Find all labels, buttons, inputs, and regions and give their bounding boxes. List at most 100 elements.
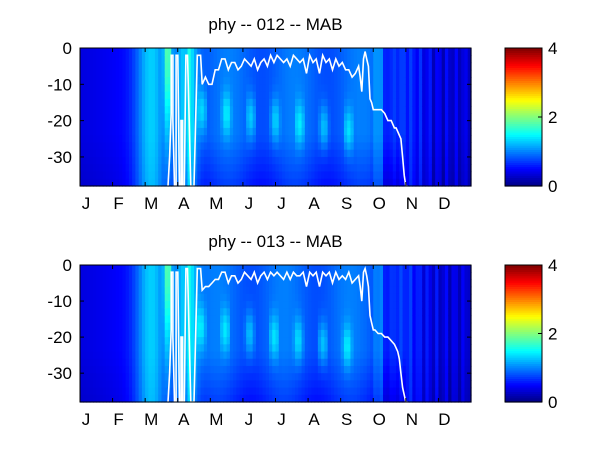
heatmap-cell: [412, 164, 417, 173]
heatmap-cell: [301, 351, 306, 360]
heatmap-cell: [200, 127, 205, 136]
heatmap-cell: [141, 135, 146, 144]
heatmap-cell: [295, 380, 299, 389]
heatmap-cell: [321, 106, 325, 114]
heatmap-cell: [216, 315, 221, 324]
heatmap-cell: [389, 387, 394, 396]
heatmap-cell: [464, 279, 469, 288]
heatmap-cell: [132, 322, 136, 331]
heatmap-cell: [83, 84, 88, 93]
heatmap-cell: [265, 142, 270, 151]
heatmap-cell: [324, 171, 329, 180]
heatmap-cell: [154, 55, 159, 64]
heatmap-cell: [80, 113, 84, 122]
heatmap-cell: [438, 265, 443, 273]
heatmap-cell: [216, 365, 221, 374]
heatmap-cell: [376, 351, 381, 360]
heatmap-cell: [112, 135, 117, 144]
heatmap-cell: [86, 337, 91, 345]
heatmap-cell: [200, 156, 205, 165]
heatmap-cell: [317, 106, 322, 114]
heatmap-cell: [262, 315, 267, 324]
heatmap-cell: [135, 301, 140, 309]
heatmap-cell: [272, 106, 277, 114]
heatmap-cell: [324, 149, 329, 158]
heatmap-cell: [282, 279, 286, 288]
heatmap-cell: [392, 265, 397, 273]
heatmap-cell: [317, 344, 322, 353]
heatmap-cell: [246, 77, 251, 85]
colorbar-segment: [505, 374, 542, 377]
heatmap-cell: [158, 178, 163, 187]
heatmap-cell: [383, 380, 387, 389]
heatmap-cell: [226, 301, 231, 309]
heatmap-cell: [275, 113, 280, 122]
heatmap-cell: [454, 293, 459, 302]
heatmap-cell: [295, 127, 299, 136]
heatmap-cell: [308, 55, 312, 64]
heatmap-cell: [383, 55, 387, 64]
heatmap-cell: [337, 98, 342, 107]
heatmap-cell: [295, 265, 299, 273]
heatmap-cell: [216, 156, 221, 165]
heatmap-cell: [428, 265, 433, 273]
heatmap-cell: [128, 120, 133, 129]
heatmap-cell: [317, 149, 322, 158]
heatmap-cell: [265, 293, 270, 302]
heatmap-cell: [96, 62, 101, 71]
heatmap-cell: [203, 308, 208, 317]
heatmap-cell: [415, 293, 420, 302]
heatmap-cell: [122, 135, 127, 144]
heatmap-cell: [242, 351, 247, 360]
colorbar-segment: [505, 151, 542, 155]
heatmap-cell: [337, 265, 342, 273]
heatmap-cell: [314, 106, 319, 114]
heatmap-cell: [383, 98, 387, 107]
heatmap-cell: [233, 394, 237, 403]
heatmap-cell: [389, 113, 394, 122]
heatmap-cell: [334, 373, 339, 381]
heatmap-cell: [229, 69, 234, 78]
heatmap-cell: [327, 329, 332, 338]
heatmap-cell: [106, 315, 110, 324]
heatmap-cell: [213, 387, 218, 396]
heatmap-cell: [402, 351, 407, 360]
heatmap-cell: [389, 55, 394, 64]
heatmap-cell: [282, 308, 286, 317]
heatmap-cell: [366, 365, 371, 374]
heatmap-cell: [366, 55, 371, 64]
heatmap-cell: [177, 344, 182, 353]
heatmap-cell: [402, 91, 407, 100]
heatmap-cell: [99, 149, 104, 158]
heatmap-cell: [141, 77, 146, 85]
heatmap-cell: [207, 344, 211, 353]
heatmap-cell: [181, 286, 185, 295]
heatmap-cell: [428, 156, 433, 165]
heatmap-cell: [366, 308, 371, 317]
heatmap-cell: [226, 113, 231, 122]
heatmap-cell: [135, 308, 140, 317]
heatmap-cell: [99, 113, 104, 122]
heatmap-cell: [220, 135, 224, 144]
heatmap-cell: [441, 394, 446, 403]
heatmap-cell: [467, 156, 472, 165]
heatmap-cell: [109, 265, 114, 273]
heatmap-cell: [96, 293, 101, 302]
heatmap-cell: [268, 394, 273, 403]
heatmap-cell: [112, 365, 117, 374]
heatmap-cell: [233, 98, 237, 107]
heatmap-cell: [210, 149, 215, 158]
heatmap-cell: [428, 142, 433, 151]
heatmap-cell: [402, 329, 407, 338]
heatmap-cell: [265, 337, 270, 345]
heatmap-cell: [327, 178, 332, 187]
heatmap-cell: [242, 178, 247, 187]
heatmap-cell: [373, 178, 378, 187]
heatmap-cell: [93, 329, 97, 338]
heatmap-cell: [337, 142, 342, 151]
heatmap-cell: [255, 351, 260, 360]
heatmap-cell: [405, 365, 410, 374]
heatmap-cell: [167, 265, 172, 273]
heatmap-cell: [360, 272, 365, 281]
heatmap-cell: [467, 279, 472, 288]
